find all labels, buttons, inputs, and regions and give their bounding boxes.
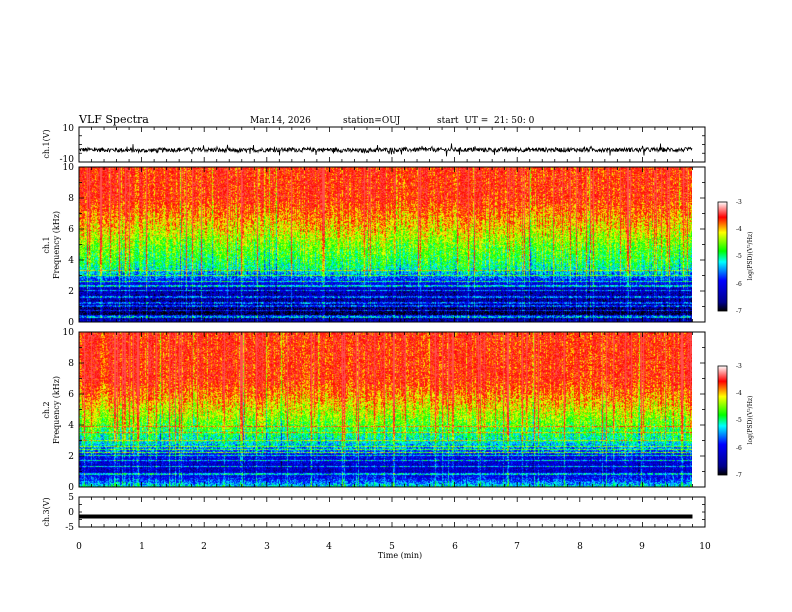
ch1-ytick-8: 8 [68, 194, 74, 204]
ch2-colorbar [717, 365, 728, 476]
ch3-ylabel: ch.3(V) [42, 497, 51, 526]
xtick-label: 1 [139, 542, 145, 552]
ch1-channel-label: ch.1 [42, 236, 51, 253]
ch1-colorbar-label: log(PSD)(V²/Hz) [747, 232, 754, 281]
ch2-colorbar-tick: -6 [736, 445, 742, 452]
ch2-colorbar-label: log(PSD)(V²/Hz) [747, 396, 754, 445]
station-label: station=OUJ [343, 116, 401, 126]
ch2-colorbar-tick: -3 [736, 363, 742, 370]
panel-ch2-spectrogram: 0 2 4 6 8 10 ch.2 Frequency (kHz) -3 -4 … [42, 328, 754, 493]
ch2-colorbar-tick: -5 [736, 417, 742, 424]
ch1-ytick-top: 10 [63, 124, 75, 134]
ch2-ytick-10: 10 [63, 328, 75, 338]
ch1-ytick-bottom: -10 [60, 155, 75, 165]
ch1-colorbar-tick: -7 [736, 308, 742, 315]
ch2-channel-label: ch.2 [42, 401, 51, 418]
start-time-label: start UT = 21: 50: 0 [437, 116, 535, 126]
date-label: Mar.14, 2026 [250, 116, 311, 126]
ch1-colorbar-tick: -6 [736, 281, 742, 288]
x-axis: 0 1 2 3 4 5 6 7 8 9 10 Time (min) [76, 542, 711, 560]
ch2-frequency-label: Frequency (kHz) [52, 376, 61, 444]
xtick-label: 0 [76, 542, 82, 552]
ch1-ytick-2: 2 [68, 287, 74, 297]
xtick-label: 4 [326, 542, 332, 552]
ch3-ytick-top: 5 [68, 493, 74, 503]
ch2-ytick-2: 2 [68, 452, 74, 462]
ch2-colorbar-tick: -4 [736, 390, 742, 397]
x-axis-label: Time (min) [378, 551, 422, 560]
xtick-label: 10 [699, 542, 711, 552]
ch1-ytick-10: 10 [63, 163, 75, 173]
ch2-colorbar-tick: -7 [736, 472, 742, 479]
figure-title: VLF Spectra [78, 113, 149, 126]
ch1-ylabel: ch.1(V) [42, 129, 51, 158]
xtick-label: 3 [264, 542, 270, 552]
ch1-colorbar-tick: -4 [736, 226, 742, 233]
xtick-label: 6 [452, 542, 458, 552]
ch1-spectrogram-image [79, 167, 692, 322]
ch1-colorbar [717, 201, 728, 312]
ch3-ytick-bottom: -5 [65, 523, 74, 533]
xtick-label: 5 [389, 542, 395, 552]
ch2-ytick-4: 4 [68, 421, 74, 431]
ch2-spectrogram-image [79, 332, 692, 487]
ch1-ytick-6: 6 [68, 225, 74, 235]
ch2-ytick-6: 6 [68, 390, 74, 400]
ch2-ytick-8: 8 [68, 359, 74, 369]
ch1-ytick-0: 0 [68, 318, 74, 328]
ch1-frequency-label: Frequency (kHz) [52, 211, 61, 279]
axis-ticks [78, 126, 706, 528]
ch1-colorbar-tick: -5 [736, 253, 742, 260]
ch1-colorbar-tick: -3 [736, 199, 742, 206]
ch1-ytick-4: 4 [68, 256, 74, 266]
xtick-label: 2 [201, 542, 207, 552]
panel-ch1-spectrogram: 0 2 4 6 8 10 ch.1 Frequency (kHz) -3 -4 … [42, 163, 754, 328]
ch3-ytick-mid: 0 [68, 508, 74, 518]
xtick-label: 7 [514, 542, 520, 552]
xtick-label: 8 [577, 542, 583, 552]
xtick-label: 9 [639, 542, 645, 552]
ch2-ytick-0: 0 [68, 483, 74, 493]
ch1-waveform-trace [78, 143, 693, 157]
